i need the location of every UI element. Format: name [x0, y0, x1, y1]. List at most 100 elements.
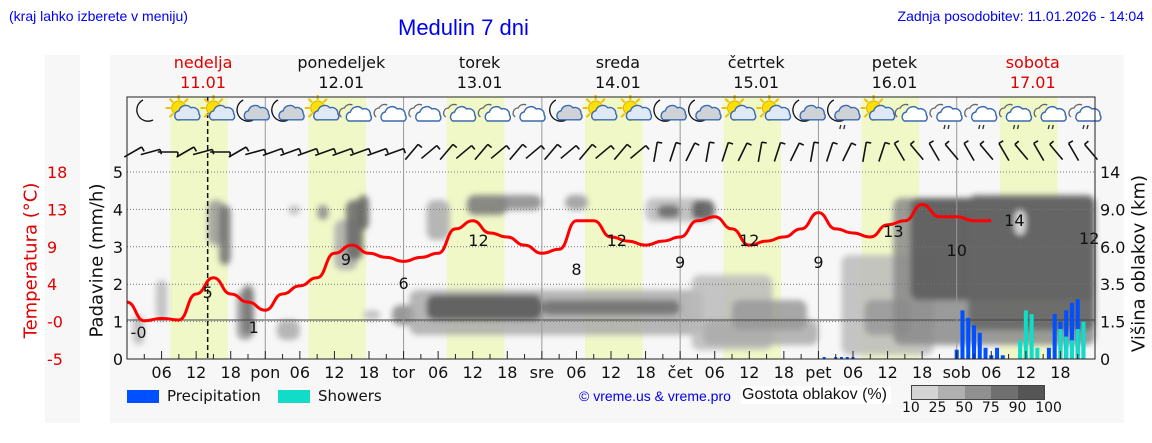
x-tick-label: 06	[428, 363, 448, 382]
day-name: četrtek	[727, 53, 785, 72]
svg-text:14: 14	[1100, 163, 1120, 182]
moon-cloud-rain-icon	[827, 99, 861, 130]
wind-barb-icon	[685, 142, 700, 162]
day-name: torek	[458, 53, 501, 72]
wind-barb-icon	[525, 144, 546, 160]
wind-barb-icon	[737, 142, 752, 162]
temperature-label: 12	[607, 231, 627, 250]
day-header: torek 13.01	[420, 53, 540, 93]
precip-bar	[983, 347, 988, 359]
temperature-label: 13	[883, 222, 903, 241]
density-tick: 90	[1008, 400, 1027, 416]
x-tick-label: 06	[290, 363, 310, 382]
moon-cloud-icon	[792, 99, 826, 122]
moon-cloud-icon	[236, 99, 271, 122]
wind-barb-icon	[629, 144, 650, 160]
cloud-icon	[512, 103, 546, 122]
precip-bar	[1046, 347, 1051, 359]
x-tick-label: 12	[877, 363, 897, 382]
cloud-rain-icon	[1033, 103, 1067, 130]
x-tick-label: 06	[151, 363, 171, 382]
sun-cloud-icon	[582, 95, 618, 121]
showers-bar	[1064, 336, 1069, 359]
wind-barb-icon	[669, 141, 682, 162]
svg-text:2: 2	[113, 275, 123, 294]
svg-text:-5: -5	[47, 350, 63, 369]
wind-barb-icon	[1049, 140, 1064, 161]
precip-bar	[1052, 314, 1057, 359]
wind-barb-icon	[245, 148, 267, 156]
x-tick-label: 18	[635, 363, 655, 382]
wind-barb-icon	[560, 144, 580, 160]
temperature-label: 12	[739, 231, 759, 250]
cloud-icon	[338, 103, 373, 122]
wind-barb-icon	[825, 141, 838, 162]
wind-barb-icon	[944, 140, 959, 161]
right-panel	[1110, 55, 1124, 423]
wind-barb-icon	[349, 147, 372, 157]
temperature-label: 5	[203, 283, 213, 302]
wind-barb-icon	[878, 141, 891, 162]
showers-bar	[1069, 340, 1074, 359]
density-tick: 75	[981, 400, 1000, 416]
page-title: Medulin 7 dni	[398, 15, 529, 40]
x-tick-label: pon	[250, 363, 280, 382]
density-tick: 10	[902, 400, 920, 416]
x-tick-label: 12	[463, 363, 483, 382]
x-tick-label: 12	[739, 363, 759, 382]
last-updated: Zadnja posodobitev: 11.01.2026 - 14:04	[897, 8, 1144, 24]
showers-swatch	[278, 390, 310, 403]
moon-icon	[136, 99, 154, 122]
x-tick-label: pet	[805, 363, 831, 382]
cloud-icon	[408, 103, 442, 122]
sun-cloud-icon	[200, 95, 236, 121]
precipitation-swatch	[127, 390, 159, 403]
wind-barb-icon	[928, 140, 940, 162]
day-name: sreda	[595, 53, 641, 72]
wind-barb-icon	[789, 142, 805, 162]
precip-bar	[995, 347, 1000, 359]
svg-text:3.5: 3.5	[1100, 275, 1125, 294]
wind-barb-icon	[509, 143, 527, 161]
precip-bar	[966, 317, 971, 359]
precipitation-legend-label: Precipitation	[167, 387, 261, 405]
day-date: 17.01	[1009, 73, 1056, 92]
density-tick: 100	[1035, 400, 1062, 416]
temperature-label: 12	[468, 231, 488, 250]
wind-barb-icon	[367, 147, 389, 157]
sun-cloud-icon	[756, 95, 792, 121]
wind-barbs-row	[123, 140, 1099, 162]
showers-bar	[1075, 329, 1080, 359]
wind-barb-icon	[404, 143, 423, 161]
precip-bar	[977, 332, 982, 359]
cloud-icon	[477, 103, 512, 122]
cloud-icon	[894, 103, 928, 122]
wind-barb-icon	[842, 142, 857, 162]
day-date: 14.01	[595, 73, 641, 92]
svg-text:1: 1	[113, 313, 123, 332]
wind-barb-icon	[490, 144, 511, 160]
wind-barb-icon	[420, 144, 441, 160]
wind-barb-icon	[1014, 140, 1029, 161]
temperature-line	[126, 203, 992, 323]
copyright-link[interactable]: © vreme.us & vreme.pro	[579, 388, 731, 404]
wind-barb-icon	[176, 146, 198, 158]
svg-text:13: 13	[47, 200, 67, 219]
day-header: petek 16.01	[834, 53, 954, 93]
x-tick-label: sre	[530, 363, 554, 382]
x-tick-label: 06	[843, 363, 863, 382]
weather-icon-row	[136, 95, 1102, 130]
svg-text:4: 4	[47, 275, 57, 294]
svg-text:5: 5	[113, 163, 123, 182]
day-header: nedelja 11.01	[143, 53, 263, 93]
sun-cloud-icon	[165, 95, 201, 121]
showers-bar	[1081, 321, 1086, 359]
cloud-rain-icon	[964, 103, 998, 130]
x-tick-label: 06	[981, 363, 1001, 382]
svg-text:18: 18	[47, 163, 67, 182]
temperature-label: -0	[131, 323, 147, 342]
cloud-icon	[443, 103, 477, 122]
x-tick-label: 18	[912, 363, 932, 382]
svg-text:-0: -0	[47, 313, 63, 332]
